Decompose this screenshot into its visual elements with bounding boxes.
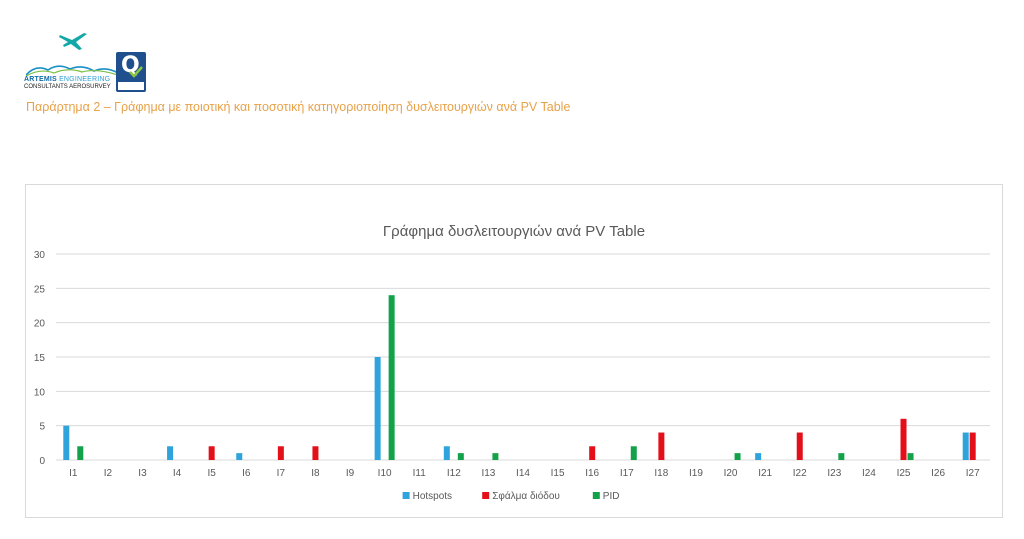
quality-badge-letter: Q [121,53,140,78]
x-tick-label: I12 [447,468,461,479]
x-tick-label: I11 [413,468,427,479]
bar-I10-3 [388,295,395,460]
legend-label: Σφάλμα διόδου [492,490,560,502]
bar-I22-2 [796,432,803,460]
logo-company-line-2: CONSULTANTS AEROSURVEY [24,84,111,90]
bar-I6-1 [236,453,243,460]
bar-I21-1 [755,453,762,460]
checkmark-icon [129,66,143,78]
x-tick-label: I25 [897,468,911,479]
y-tick-label: 30 [34,250,46,261]
x-tick-label: I19 [689,468,703,479]
x-tick-label: I13 [481,468,495,479]
bar-I1-3 [77,446,84,460]
x-tick-label: I6 [242,468,251,479]
y-axis-ticks: 0 5 10 15 20 25 30 [34,250,46,467]
mountains-icon [26,65,118,76]
logo-company-line-1: ARTEMIS ENGINEERING [24,76,111,83]
x-tick-label: I27 [966,468,980,479]
x-tick-label: I26 [931,468,945,479]
y-tick-label: 0 [39,456,45,467]
x-tick-label: I24 [862,468,876,479]
bar-I8-2 [312,446,319,460]
company-logo: ARTEMIS ENGINEERING CONSULTANTS AEROSURV… [22,28,162,96]
bar-I7-2 [277,446,284,460]
malfunctions-bar-chart: Γράφημα δυσλειτουργιών ανά PV Table 0 5 10… [34,223,990,502]
legend-swatch [402,492,410,499]
x-tick-label: I16 [585,468,599,479]
bar-I23-3 [838,453,845,460]
x-tick-label: I15 [551,468,565,479]
bar-I27-1 [962,432,969,460]
x-tick-label: I3 [138,468,147,479]
chart-legend: Hotspots Σφάλμα διόδου PID [402,490,620,502]
bar-I16-2 [589,446,596,460]
report-header: ARTEMIS ENGINEERING CONSULTANTS AEROSURV… [22,28,162,96]
y-tick-label: 10 [34,387,46,398]
bar-I12-3 [457,453,464,460]
bar-I20-3 [734,453,741,460]
airplane-icon [59,33,87,50]
x-tick-label: I14 [516,468,530,479]
bar-I27-2 [969,432,976,460]
x-tick-label: I1 [69,468,78,479]
y-tick-label: 5 [39,422,45,433]
x-tick-label: I20 [724,468,738,479]
x-tick-label: I5 [207,468,216,479]
bar-I4-1 [167,446,174,460]
legend-swatch [592,492,600,499]
bar-I5-2 [208,446,215,460]
legend-label: Hotspots [413,491,452,502]
x-tick-label: I22 [793,468,807,479]
gridlines [56,253,990,461]
annex-title: Παράρτημα 2 – Γράφημα με ποιοτική και πο… [26,100,571,114]
x-tick-label: I2 [104,468,113,479]
bar-I10-1 [374,357,381,460]
x-tick-label: I4 [173,468,182,479]
x-tick-label: I23 [827,468,841,479]
bar-I1-1 [63,425,70,460]
bar-I25-2 [900,418,907,460]
x-tick-label: I21 [758,468,772,479]
x-axis-ticks: I1 I2 I3 I4 I5 I6 I7 I8 I9 I10 I11 I12 I13 I14 I15 I16 I… [69,468,980,479]
bar-I17-3 [630,446,637,460]
x-tick-label: I17 [620,468,634,479]
y-tick-label: 25 [34,284,46,295]
x-tick-label: I10 [378,468,392,479]
quality-badge: Q [116,52,146,92]
bar-I25-3 [907,453,914,460]
x-tick-label: I7 [277,468,286,479]
quality-badge-strip [118,82,144,90]
legend-label: PID [603,491,620,502]
bar-I13-3 [492,453,499,460]
y-tick-label: 20 [34,319,46,330]
x-tick-label: I9 [346,468,355,479]
bar-I12-1 [443,446,450,460]
chart-container: Γράφημα δυσλειτουργιών ανά PV Table 0 5 10… [25,184,1003,518]
legend-swatch [482,492,490,499]
x-tick-label: I18 [654,468,668,479]
x-tick-label: I8 [311,468,320,479]
bars [63,295,976,460]
y-tick-label: 15 [34,353,46,364]
chart-title: Γράφημα δυσλειτουργιών ανά PV Table [383,223,645,240]
bar-I18-2 [658,432,665,460]
